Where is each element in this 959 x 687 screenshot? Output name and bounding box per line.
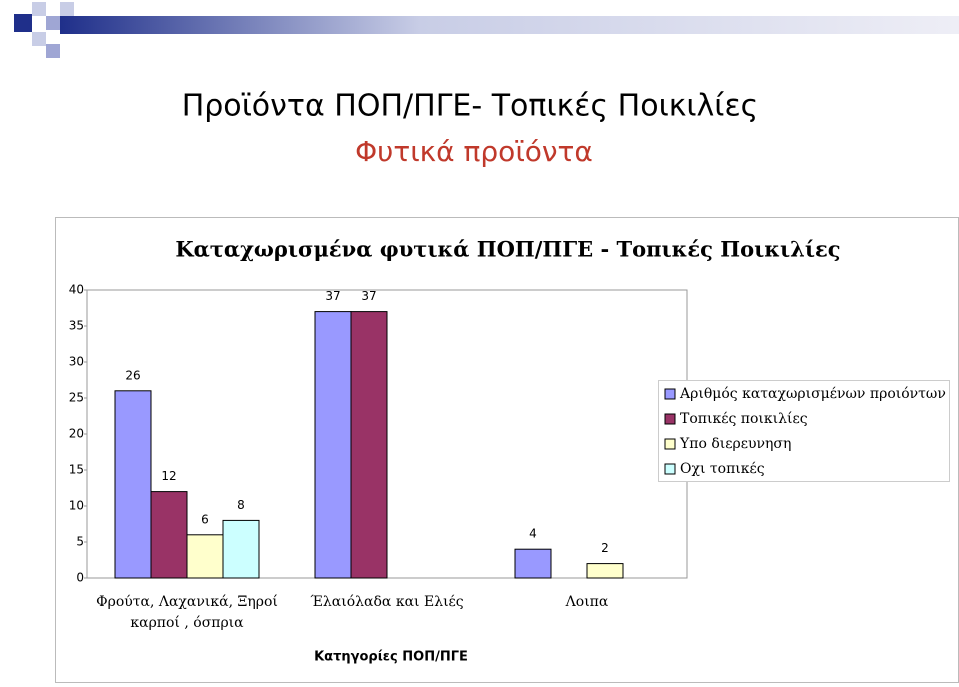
y-tick-label: 40 xyxy=(69,283,84,297)
chart-title: Καταχωρισμένα φυτικά ΠΟΠ/ΠΓΕ - Τοπικές Π… xyxy=(175,237,840,262)
x-tick-label-box: Έλαιόλαδα και Ελιές xyxy=(310,594,464,610)
deco-square xyxy=(46,16,60,30)
legend-label: Υπο διερευνηση xyxy=(679,436,791,452)
y-tick-label: 0 xyxy=(76,571,84,585)
x-tick-label-box: Φρούτα, Λαχανικά, Ξηροί καρποί , όσπρια xyxy=(96,594,278,631)
x-tick-label: Φρούτα, Λαχανικά, Ξηροί καρποί , όσπρια xyxy=(96,594,278,631)
header-band xyxy=(60,16,959,34)
bar xyxy=(150,491,188,579)
data-label: 6 xyxy=(201,512,209,526)
slide-title: Προϊόντα ΠΟΠ/ΠΓΕ- Τοπικές Ποικιλίες xyxy=(182,89,759,124)
bar xyxy=(314,311,352,579)
x-tick-label: Έλαιόλαδα και Ελιές xyxy=(310,594,464,610)
data-label: 2 xyxy=(601,541,609,555)
legend-swatch xyxy=(664,463,676,475)
data-label: 12 xyxy=(161,469,176,483)
data-label: 8 xyxy=(237,498,245,512)
deco-square xyxy=(32,2,46,16)
x-axis-title: Κατηγορίες ΠΟΠ/ΠΓΕ xyxy=(314,650,468,665)
slide-subtitle: Φυτικά προϊόντα xyxy=(355,135,593,168)
legend-label: Οχι τοπικές xyxy=(680,460,765,477)
legend-label: Τοπικές ποικιλίες xyxy=(680,410,808,427)
bar xyxy=(350,311,388,579)
bar xyxy=(586,563,624,579)
y-tick-label: 5 xyxy=(76,535,84,549)
legend-swatch xyxy=(664,438,676,450)
bar xyxy=(186,534,224,579)
y-tick-label: 35 xyxy=(69,319,84,333)
data-label: 26 xyxy=(125,368,140,382)
legend-swatch xyxy=(664,388,676,400)
y-tick-label: 20 xyxy=(69,427,84,441)
data-label: 37 xyxy=(361,289,376,303)
deco-square xyxy=(32,32,46,46)
legend xyxy=(658,380,950,482)
deco-square xyxy=(60,2,74,16)
legend-swatch xyxy=(664,413,676,425)
data-label: 4 xyxy=(529,527,537,541)
y-tick-label: 10 xyxy=(69,499,84,513)
x-tick-label-box: Λοιπα xyxy=(565,594,609,610)
y-tick-label: 25 xyxy=(69,391,84,405)
deco-square xyxy=(46,44,60,58)
legend-label: Αριθμός καταχωρισμένων προιόντων xyxy=(679,385,946,402)
bar xyxy=(514,548,552,579)
x-tick-label: Λοιπα xyxy=(565,594,609,610)
y-tick-label: 30 xyxy=(69,355,84,369)
y-tick-label: 15 xyxy=(69,463,84,477)
data-label: 37 xyxy=(325,289,340,303)
bar xyxy=(222,519,260,579)
deco-square xyxy=(14,14,32,32)
bar xyxy=(114,390,152,579)
